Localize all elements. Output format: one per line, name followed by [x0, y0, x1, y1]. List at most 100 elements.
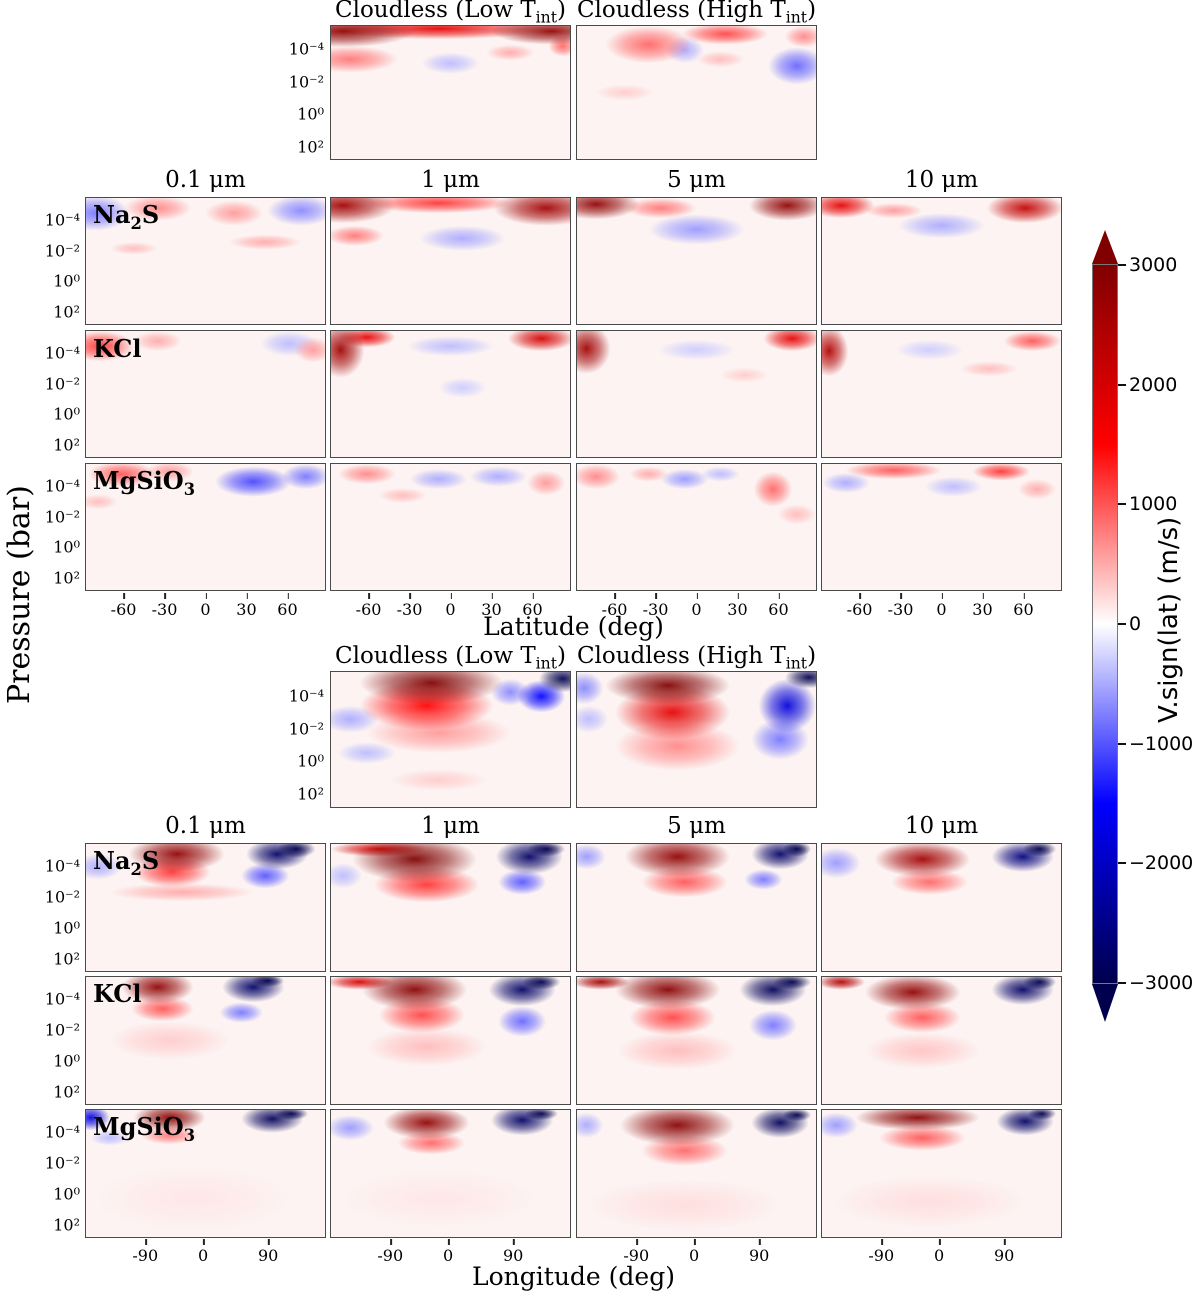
tick-label: 10⁻⁴	[44, 1122, 80, 1142]
longitude-ticks: -90 0 90	[85, 1239, 326, 1266]
tick-label: 1000	[1117, 493, 1178, 516]
panel-lat-mgsio3-5um	[576, 463, 817, 591]
tick-label: 90	[748, 1239, 770, 1265]
tick-label: -30	[151, 593, 178, 619]
tick-label: -30	[642, 593, 669, 619]
tick-label: 10⁰	[53, 1184, 80, 1204]
title-cloudless-high-lon: Cloudless (High Tint)	[576, 643, 817, 673]
title-size-10um-lon: 10 μm	[904, 813, 979, 839]
panel-lon-na2s-1um	[330, 843, 571, 972]
latitude-ticks: -60 -30 0 30 60	[330, 593, 571, 620]
tick-label: 10⁰	[297, 751, 324, 771]
latitude-ticks: -60 -30 0 30 60	[576, 593, 817, 620]
panel-lon-kcl-10um	[821, 976, 1062, 1105]
tick-label: -60	[110, 593, 137, 619]
panel-lon-cloudless-high	[576, 671, 817, 808]
tick-label: 60	[1013, 593, 1034, 619]
tick-label: 0	[197, 1239, 209, 1265]
tick-label: 30	[236, 593, 257, 619]
row-label-mgsio3-lon: MgSiO3	[93, 1112, 196, 1145]
panel-lon-mgsio3-10um	[821, 1109, 1062, 1238]
panel-lat-kcl-10um	[821, 330, 1062, 458]
panel-lat-mgsio3-1um	[330, 463, 571, 591]
tick-label: 10⁻²	[44, 1020, 80, 1040]
tick-label: 10²	[53, 302, 80, 322]
panel-lon-na2s-10um	[821, 843, 1062, 972]
tick-label: -60	[355, 593, 382, 619]
pressure-ticks: 10⁻⁴ 10⁻² 10⁰ 10²	[28, 976, 82, 1105]
tick-label: 10⁻²	[44, 887, 80, 907]
tick-label: 10⁻²	[288, 719, 324, 739]
tick-label: -30	[887, 593, 914, 619]
panel-lon-mgsio3-1um	[330, 1109, 571, 1238]
title-size-01um-lat: 0.1 μm	[165, 167, 246, 193]
tick-label: −1000	[1117, 732, 1194, 755]
tick-label: 30	[481, 593, 502, 619]
pressure-ticks: 10⁻⁴ 10⁻² 10⁰ 10²	[28, 843, 82, 972]
panel-lat-mgsio3-10um	[821, 463, 1062, 591]
tick-label: 10⁰	[53, 1051, 80, 1071]
tick-label: 30	[972, 593, 993, 619]
tick-label: -60	[601, 593, 628, 619]
tick-label: 2000	[1117, 373, 1178, 396]
tick-label: -90	[132, 1239, 159, 1265]
panel-lat-na2s-10um	[821, 197, 1062, 325]
longitude-ticks: -90 0 90	[576, 1239, 817, 1266]
tick-label: 60	[768, 593, 789, 619]
longitude-ticks: -90 0 90	[330, 1239, 571, 1266]
pressure-ticks: 10⁻⁴ 10⁻² 10⁰ 10²	[272, 25, 326, 160]
title-cloudless-high-lat: Cloudless (High Tint)	[576, 0, 817, 27]
panel-lon-kcl-01um	[85, 976, 326, 1105]
pressure-ticks: 10⁻⁴ 10⁻² 10⁰ 10²	[28, 463, 82, 591]
tick-label: 10⁻⁴	[288, 39, 324, 59]
tick-label: -90	[623, 1239, 650, 1265]
panel-lon-na2s-01um	[85, 843, 326, 972]
row-label-kcl-lon: KCl	[93, 979, 142, 1008]
panel-lat-kcl-01um	[85, 330, 326, 458]
panel-lat-kcl-1um	[330, 330, 571, 458]
pressure-ticks: 10⁻⁴ 10⁻² 10⁰ 10²	[28, 1109, 82, 1238]
title-size-5um-lon: 5 μm	[667, 813, 726, 839]
colorbar-gradient: 3000 2000 1000 0 −1000 −2000 −3000	[1092, 254, 1193, 994]
tick-label: 10⁻⁴	[44, 476, 80, 496]
panel-lat-kcl-5um	[576, 330, 817, 458]
panel-lon-mgsio3-5um	[576, 1109, 817, 1238]
longitude-ticks: -90 0 90	[821, 1239, 1062, 1266]
tick-label: 0	[688, 1239, 700, 1265]
title-size-01um-lon: 0.1 μm	[165, 813, 246, 839]
colorbar-label: V.sign(lat) (m/s)	[1154, 516, 1184, 724]
row-label-kcl-lat: KCl	[93, 334, 142, 363]
tick-label: 10⁻⁴	[44, 210, 80, 230]
latitude-axis-label: Latitude (deg)	[483, 612, 664, 641]
tick-label: 90	[993, 1239, 1015, 1265]
tick-label: −3000	[1117, 972, 1194, 994]
row-label-na2s-lat: Na2S	[93, 200, 160, 233]
colorbar-arrow-bottom	[1092, 984, 1118, 1022]
tick-label: 60	[277, 593, 298, 619]
panel-lon-kcl-1um	[330, 976, 571, 1105]
tick-label: -30	[396, 593, 423, 619]
tick-label: 10²	[297, 137, 324, 156]
panel-lat-na2s-5um	[576, 197, 817, 325]
row-label-mgsio3-lat: MgSiO3	[93, 466, 196, 499]
tick-label: -90	[868, 1239, 895, 1265]
panel-lon-cloudless-low	[330, 671, 571, 808]
tick-label: 10⁻⁴	[44, 989, 80, 1009]
title-cloudless-low-lat: Cloudless (Low Tint)	[335, 0, 566, 27]
tick-label: 10²	[53, 568, 80, 588]
tick-label: 10⁻⁴	[44, 856, 80, 876]
tick-label: 0	[200, 593, 211, 619]
tick-label: 10²	[297, 784, 324, 804]
tick-label: −2000	[1117, 852, 1194, 875]
colorbar-arrow-top	[1092, 230, 1118, 264]
tick-label: 10⁻²	[44, 241, 80, 261]
panel-lat-na2s-01um	[85, 197, 326, 325]
tick-label: 10⁰	[53, 918, 80, 938]
tick-label: 0	[1117, 613, 1142, 635]
tick-label: 10⁻⁴	[288, 686, 324, 706]
longitude-axis-label: Longitude (deg)	[472, 1262, 675, 1291]
tick-label: 10²	[53, 1215, 80, 1235]
panel-lat-cloudless-low	[330, 25, 571, 160]
tick-label: 10⁰	[53, 271, 80, 291]
